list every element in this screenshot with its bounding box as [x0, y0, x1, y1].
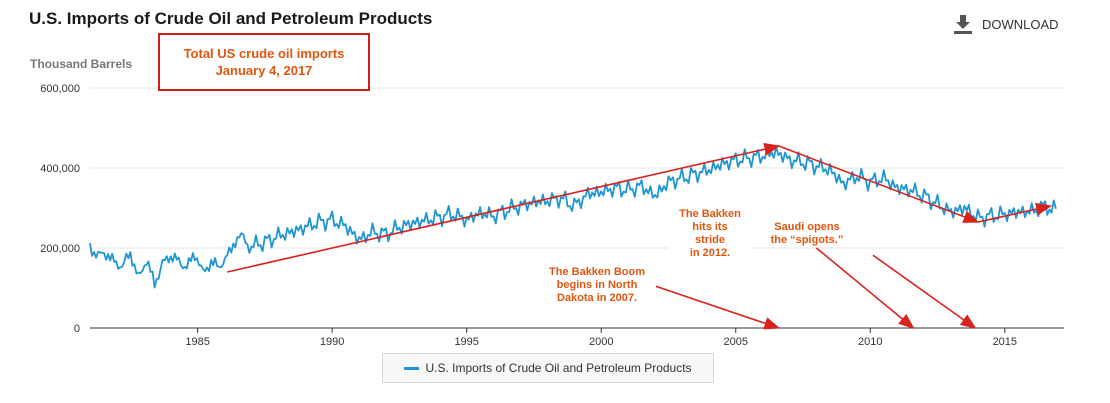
annotation-line: The Bakken Boom [549, 266, 645, 278]
trend-arrow [977, 202, 1053, 223]
annotation-line: Dakota in 2007. [556, 292, 638, 304]
legend-swatch [404, 366, 420, 370]
annotation-line: Saudi opens [774, 221, 840, 233]
y-axis-label: Thousand Barrels [30, 57, 133, 71]
x-tick-label: 1995 [454, 336, 478, 348]
download-label: DOWNLOAD [982, 16, 1059, 32]
annotation-line: hits its [692, 221, 728, 233]
x-tick-label: 2015 [993, 336, 1017, 348]
download-icon [954, 15, 972, 34]
callout-line-2: January 4, 2017 [215, 63, 313, 78]
annotation-line: begins in North [556, 279, 638, 291]
annotation-line: in 2012. [689, 247, 731, 259]
annotation-bakken-stride: The Bakken hits its stride in 2012. [668, 208, 752, 260]
annotation-line: the “spigots.” [770, 234, 844, 246]
callout-line-1: Total US crude oil imports [183, 46, 345, 61]
y-tick-label: 400,000 [40, 163, 80, 175]
x-tick-label: 1990 [320, 336, 344, 348]
trend-arrow [872, 254, 977, 329]
y-tick-label: 0 [74, 323, 80, 335]
y-tick-label: 600,000 [40, 83, 80, 95]
x-tick-label: 1985 [185, 336, 209, 348]
trend-arrow [815, 247, 915, 330]
x-tick-label: 2000 [589, 336, 613, 348]
x-tick-label: 2010 [858, 336, 882, 348]
trend-arrow [227, 142, 781, 273]
y-tick-label: 200,000 [40, 243, 80, 255]
callout-box: Total US crude oil imports January 4, 20… [158, 33, 370, 91]
chart-title: U.S. Imports of Crude Oil and Petroleum … [29, 9, 433, 28]
annotation-bakken-boom: The Bakken Boom begins in North Dakota i… [538, 266, 656, 305]
legend-label: U.S. Imports of Crude Oil and Petroleum … [425, 361, 692, 375]
annotation-line: stride [695, 234, 725, 246]
x-tick-label: 2005 [724, 336, 748, 348]
trend-arrow [778, 145, 980, 223]
annotation-line: The Bakken [679, 208, 741, 220]
trend-arrow [654, 285, 781, 330]
download-button[interactable]: DOWNLOAD [952, 13, 1059, 35]
legend[interactable]: U.S. Imports of Crude Oil and Petroleum … [382, 353, 714, 383]
annotation-saudi: Saudi opens the “spigots.” [762, 221, 852, 247]
